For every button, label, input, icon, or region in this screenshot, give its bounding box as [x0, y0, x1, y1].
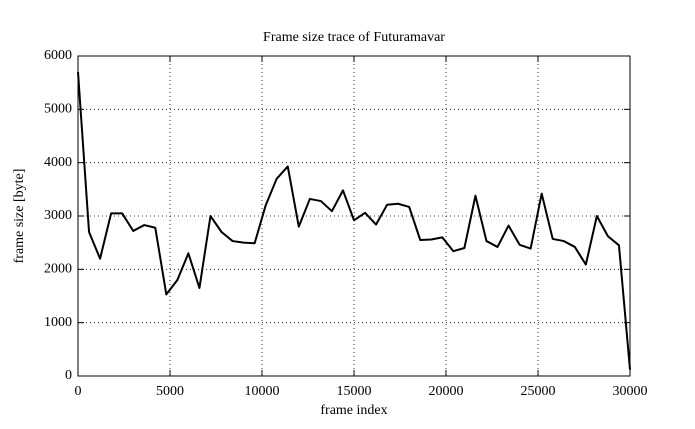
y-tick-label: 3000	[44, 208, 72, 223]
x-tick-label: 20000	[429, 384, 464, 399]
x-axis-label: frame index	[320, 403, 387, 418]
y-tick-label: 4000	[44, 155, 72, 170]
y-tick-label: 5000	[44, 102, 72, 117]
y-tick-label: 0	[65, 368, 72, 383]
chart-title: Frame size trace of Futuramavar	[263, 30, 445, 45]
x-tick-label: 0	[75, 384, 82, 399]
data-line	[77, 71, 631, 370]
y-tick-label: 6000	[44, 48, 72, 63]
x-tick-label: 25000	[521, 384, 556, 399]
y-axis-label: frame size [byte]	[12, 169, 27, 264]
y-tick-label: 2000	[44, 262, 72, 277]
y-tick-label: 1000	[44, 315, 72, 330]
x-tick-label: 5000	[156, 384, 184, 399]
x-tick-label: 30000	[613, 384, 648, 399]
plot-frame	[77, 55, 631, 377]
x-tick-label: 10000	[245, 384, 280, 399]
x-tick-label: 15000	[337, 384, 372, 399]
